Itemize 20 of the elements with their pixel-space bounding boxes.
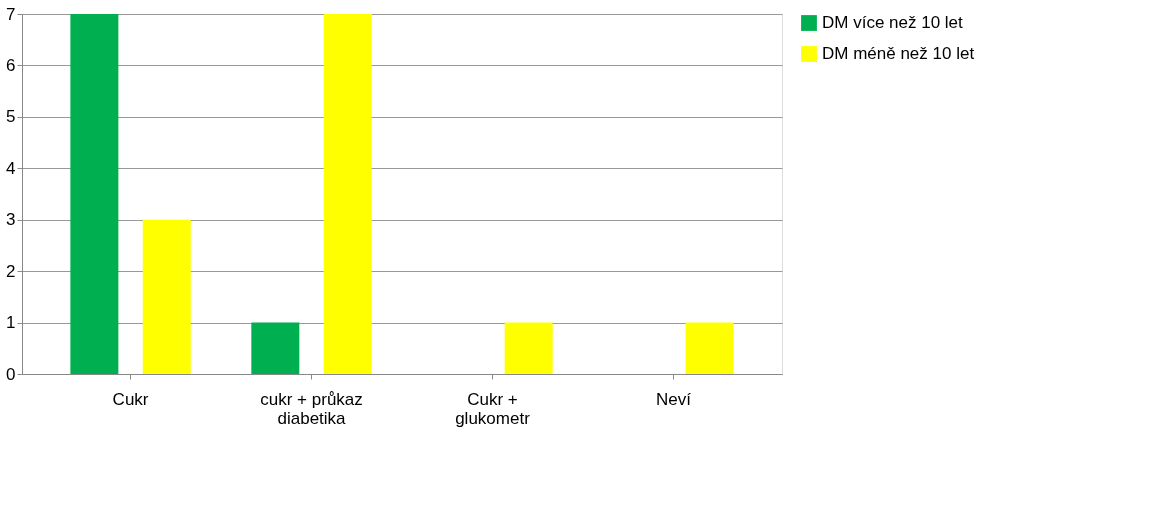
bar: [504, 322, 553, 374]
x-tick-label: Cukr + glukometr: [455, 389, 531, 428]
x-tick-label: cukr + průkaz diabetika: [260, 389, 363, 428]
bar: [251, 322, 300, 374]
y-tick-label: 1: [6, 313, 16, 333]
x-tick-label: Cukr: [112, 389, 149, 409]
bar: [142, 219, 191, 374]
bar: [685, 322, 734, 374]
y-tick-label: 5: [6, 107, 16, 127]
y-tick-label: 6: [6, 55, 16, 75]
x-tick-label: Neví: [655, 389, 692, 409]
y-tick-label: 7: [6, 4, 16, 24]
y-tick-label: 3: [6, 210, 16, 230]
bar: [323, 14, 372, 374]
legend-label: DM více než 10 let: [822, 13, 964, 32]
legend-label: DM méně než 10 let: [822, 44, 975, 63]
y-tick-label: 2: [6, 261, 16, 281]
bar: [70, 14, 119, 374]
y-tick-label: 0: [6, 364, 16, 384]
y-tick-label: 4: [6, 158, 16, 178]
